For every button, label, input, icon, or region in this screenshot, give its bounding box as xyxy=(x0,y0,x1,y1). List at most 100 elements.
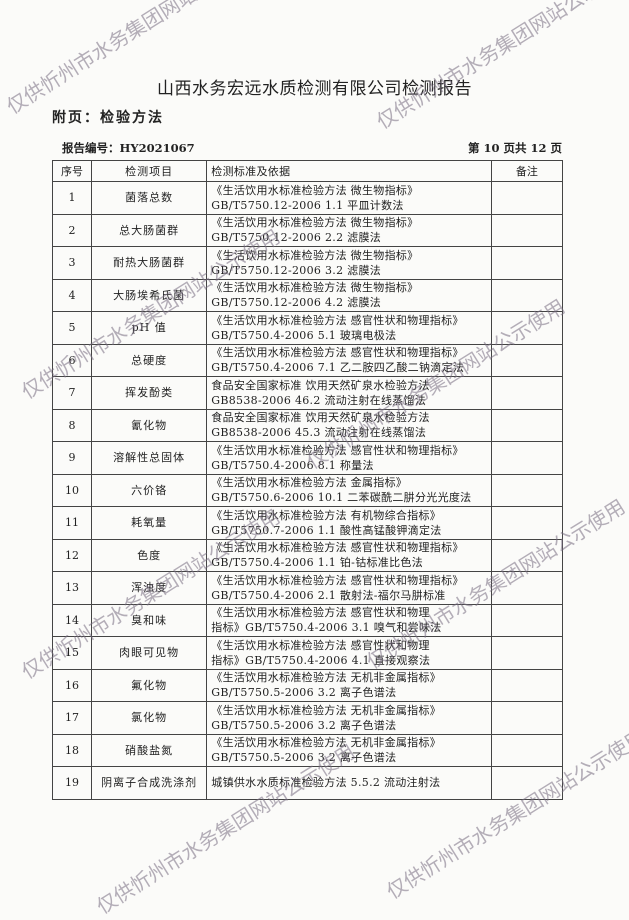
standard-line-1: 《生活饮用水标准检验方法 微生物指标》 xyxy=(211,281,419,295)
row-item: 臭和味 xyxy=(91,603,208,637)
table-row: 14 臭和味 《生活饮用水标准检验方法 感官性状和物理 指标》GB/T5750.4… xyxy=(51,603,564,637)
row-standard: 《生活饮用水标准检验方法 感官性状和物理指标》 GB/T5750.4-2006 1… xyxy=(206,538,492,572)
table-row: 16 氟化物 《生活饮用水标准检验方法 无机非金属指标》 GB/T5750.5-2… xyxy=(51,668,564,702)
row-item: 硝酸盐氮 xyxy=(91,733,208,767)
row-item: pH 值 xyxy=(91,311,208,345)
report-number: 报告编号：HY2021067 xyxy=(62,141,195,155)
standard-line-1: 《生活饮用水标准检验方法 金属指标》 xyxy=(211,476,408,490)
row-no: 4 xyxy=(51,278,93,312)
row-standard: 《生活饮用水标准检验方法 感官性状和物理指标》 GB/T5750.4-2006 2… xyxy=(206,571,492,605)
standard-line-2: 指标》GB/T5750.4-2006 3.1 嗅气和尝味法 xyxy=(211,621,442,635)
standard-line-2: GB/T5750.4-2006 7.1 乙二胺四乙酸二钠滴定法 xyxy=(211,361,465,375)
row-note xyxy=(490,766,564,800)
standard-line-1: 食品安全国家标准 饮用天然矿泉水检验方法 xyxy=(211,411,430,425)
row-item: 挥发酚类 xyxy=(91,376,208,410)
standard-line-2: GB/T5750.4-2006 5.1 玻璃电极法 xyxy=(211,328,397,342)
header-standard: 检测标准及依据 xyxy=(206,160,492,182)
standard-line-1: 《生活饮用水标准检验方法 感官性状和物理指标》 xyxy=(211,541,464,555)
table-row: 10 六价铬 《生活饮用水标准检验方法 金属指标》 GB/T5750.6-2006… xyxy=(51,473,564,507)
standard-line-2: GB/T5750.12-2006 3.2 滤膜法 xyxy=(211,263,382,277)
row-standard: 食品安全国家标准 饮用天然矿泉水检验方法 GB8538-2006 45.3 流动注… xyxy=(206,408,492,442)
row-item: 总大肠菌群 xyxy=(91,213,208,247)
row-note xyxy=(490,213,564,247)
standard-line-1: 《生活饮用水标准检验方法 无机非金属指标》 xyxy=(211,671,442,685)
standard-line-1: 《生活饮用水标准检验方法 有机物综合指标》 xyxy=(211,508,442,522)
appendix-title: 附页：检验方法 xyxy=(52,110,164,126)
row-note xyxy=(490,701,564,735)
table-row: 5 pH 值 《生活饮用水标准检验方法 感官性状和物理指标》 GB/T5750.4… xyxy=(51,311,564,345)
row-no: 9 xyxy=(51,441,93,475)
row-no: 12 xyxy=(51,538,93,572)
standard-line-1: 《生活饮用水标准检验方法 微生物指标》 xyxy=(211,248,419,262)
table-row: 3 耐热大肠菌群 《生活饮用水标准检验方法 微生物指标》 GB/T5750.12-… xyxy=(51,246,564,280)
row-no: 1 xyxy=(51,181,93,215)
table-row: 17 氯化物 《生活饮用水标准检验方法 无机非金属指标》 GB/T5750.5-2… xyxy=(51,701,564,735)
header-no: 序号 xyxy=(51,160,93,182)
table-row: 11 耗氧量 《生活饮用水标准检验方法 有机物综合指标》 GB/T5750.7-2… xyxy=(51,506,564,540)
row-item: 耗氧量 xyxy=(91,506,208,540)
row-standard: 《生活饮用水标准检验方法 感官性状和物理指标》 GB/T5750.4-2006 7… xyxy=(206,343,492,377)
standard-line-1: 《生活饮用水标准检验方法 感官性状和物理 xyxy=(211,638,430,652)
header-item: 检测项目 xyxy=(91,160,208,182)
table-row: 9 溶解性总固体 《生活饮用水标准检验方法 感官性状和物理指标》 GB/T5750… xyxy=(51,441,564,475)
row-no: 18 xyxy=(51,733,93,767)
table-row: 6 总硬度 《生活饮用水标准检验方法 感官性状和物理指标》 GB/T5750.4-… xyxy=(51,343,564,377)
row-standard: 《生活饮用水标准检验方法 无机非金属指标》 GB/T5750.5-2006 3.2… xyxy=(206,733,492,767)
page-info: 第 10 页共 12 页 xyxy=(467,141,562,155)
row-item: 总硬度 xyxy=(91,343,208,377)
standard-line-2: GB8538-2006 46.2 流动注射在线蒸馏法 xyxy=(211,393,427,407)
watermark: 仅供忻州市水务集团网站公示使用 xyxy=(2,0,270,119)
table-row: 15 肉眼可见物 《生活饮用水标准检验方法 感官性状和物理 指标》GB/T5750… xyxy=(51,636,564,670)
row-no: 11 xyxy=(51,506,93,540)
standard-line-2: GB/T5750.7-2006 1.1 酸性高锰酸钾滴定法 xyxy=(211,523,442,537)
watermark: 仅供忻州市水务集团网站公示使用 xyxy=(372,0,629,134)
standard-line-1: 《生活饮用水标准检验方法 感官性状和物理指标》 xyxy=(211,573,464,587)
row-no: 2 xyxy=(51,213,93,247)
standard-line-1: 食品安全国家标准 饮用天然矿泉水检验方法 xyxy=(211,378,430,392)
row-standard: 《生活饮用水标准检验方法 微生物指标》 GB/T5750.12-2006 3.2 … xyxy=(206,246,492,280)
table-header-row: 序号 检测项目 检测标准及依据 备注 xyxy=(51,160,564,182)
table-row: 1 菌落总数 《生活饮用水标准检验方法 微生物指标》 GB/T5750.12-20… xyxy=(51,181,564,215)
row-standard: 《生活饮用水标准检验方法 无机非金属指标》 GB/T5750.5-2006 3.2… xyxy=(206,701,492,735)
standard-line-2: GB/T5750.12-2006 1.1 平皿计数法 xyxy=(211,198,404,212)
row-note xyxy=(490,506,564,540)
standard-line-2: GB/T5750.12-2006 2.2 滤膜法 xyxy=(211,231,382,245)
row-standard: 《生活饮用水标准检验方法 感官性状和物理指标》 GB/T5750.4-2006 5… xyxy=(206,311,492,345)
methods-table: 序号 检测项目 检测标准及依据 备注 1 菌落总数 《生活饮用水标准检验方法 微… xyxy=(51,160,564,800)
table-row: 19 阴离子合成洗涤剂 城镇供水水质标准检验方法 5.5.2 流动注射法 xyxy=(51,766,564,800)
standard-line-2: GB/T5750.5-2006 3.2 离子色谱法 xyxy=(211,751,397,765)
standard-line-1: 《生活饮用水标准检验方法 感官性状和物理指标》 xyxy=(211,443,464,457)
row-note xyxy=(490,473,564,507)
row-note xyxy=(490,343,564,377)
row-no: 10 xyxy=(51,473,93,507)
standard-line-2: 指标》GB/T5750.4-2006 4.1 直接观察法 xyxy=(211,653,431,667)
row-standard: 《生活饮用水标准检验方法 感官性状和物理指标》 GB/T5750.4-2006 8… xyxy=(206,441,492,475)
row-note xyxy=(490,441,564,475)
row-note xyxy=(490,311,564,345)
standard-line-2: GB8538-2006 45.3 流动注射在线蒸馏法 xyxy=(211,426,427,440)
row-item: 氰化物 xyxy=(91,408,208,442)
row-no: 14 xyxy=(51,603,93,637)
row-note xyxy=(490,246,564,280)
row-standard: 《生活饮用水标准检验方法 有机物综合指标》 GB/T5750.7-2006 1.1… xyxy=(206,506,492,540)
row-item: 氟化物 xyxy=(91,668,208,702)
table-row: 8 氰化物 食品安全国家标准 饮用天然矿泉水检验方法 GB8538-2006 45… xyxy=(51,408,564,442)
row-no: 13 xyxy=(51,571,93,605)
row-item: 大肠埃希氏菌 xyxy=(91,278,208,312)
standard-line-1: 《生活饮用水标准检验方法 无机非金属指标》 xyxy=(211,736,442,750)
row-note xyxy=(490,603,564,637)
row-item: 色度 xyxy=(91,538,208,572)
row-note xyxy=(490,376,564,410)
row-standard: 《生活饮用水标准检验方法 微生物指标》 GB/T5750.12-2006 4.2 … xyxy=(206,278,492,312)
row-standard: 食品安全国家标准 饮用天然矿泉水检验方法 GB8538-2006 46.2 流动注… xyxy=(206,376,492,410)
row-standard: 《生活饮用水标准检验方法 微生物指标》 GB/T5750.12-2006 1.1 … xyxy=(206,181,492,215)
row-item: 阴离子合成洗涤剂 xyxy=(91,766,208,800)
row-standard: 《生活饮用水标准检验方法 感官性状和物理 指标》GB/T5750.4-2006 4… xyxy=(206,636,492,670)
header-note: 备注 xyxy=(490,160,564,182)
row-item: 浑浊度 xyxy=(91,571,208,605)
standard-line-2: GB/T5750.5-2006 3.2 离子色谱法 xyxy=(211,718,397,732)
standard-line-1: 《生活饮用水标准检验方法 微生物指标》 xyxy=(211,216,419,230)
row-item: 溶解性总固体 xyxy=(91,441,208,475)
row-note xyxy=(490,278,564,312)
row-no: 19 xyxy=(51,766,93,800)
